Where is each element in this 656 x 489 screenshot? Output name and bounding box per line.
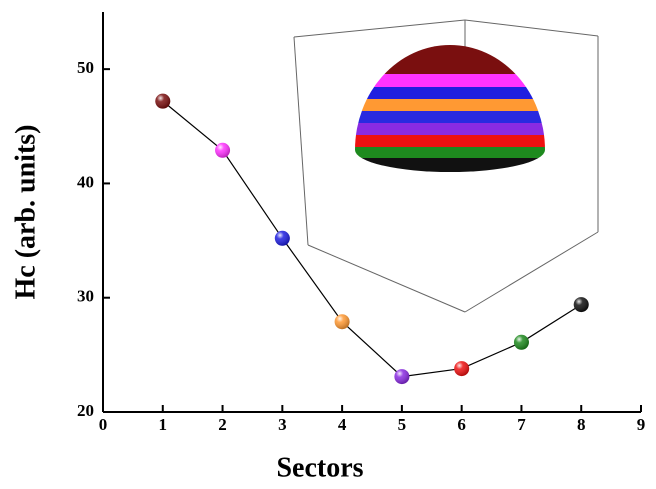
point-shine: [454, 361, 469, 376]
x-tick-label: 9: [637, 415, 646, 434]
x-tick-label: 1: [159, 415, 168, 434]
point-shine: [215, 143, 230, 158]
x-tick-label: 4: [338, 415, 347, 434]
point-shine: [394, 369, 409, 384]
x-tick-label: 8: [577, 415, 586, 434]
y-tick-label: 30: [77, 287, 94, 306]
point-shine: [275, 231, 290, 246]
x-tick-label: 3: [278, 415, 287, 434]
x-tick-label: 6: [457, 415, 466, 434]
point-shine: [335, 314, 350, 329]
point-shine: [514, 335, 529, 350]
x-tick-label: 2: [218, 415, 227, 434]
y-tick-label: 40: [77, 172, 94, 191]
x-tick-label: 5: [398, 415, 407, 434]
y-axis-label: Hc (arb. units): [10, 125, 41, 300]
y-tick-label: 20: [77, 401, 94, 420]
point-shine: [574, 297, 589, 312]
x-axis-label: Sectors: [276, 452, 363, 483]
point-shine: [155, 94, 170, 109]
chart: Sectors Hc (arb. units) 20 30 40 50 0 1 2 3 4 5 6 7…: [0, 0, 656, 489]
x-tick-label: 7: [517, 415, 526, 434]
y-tick-label: 50: [77, 58, 94, 77]
x-tick-label: 0: [99, 415, 108, 434]
inset-hemisphere: [350, 40, 550, 178]
